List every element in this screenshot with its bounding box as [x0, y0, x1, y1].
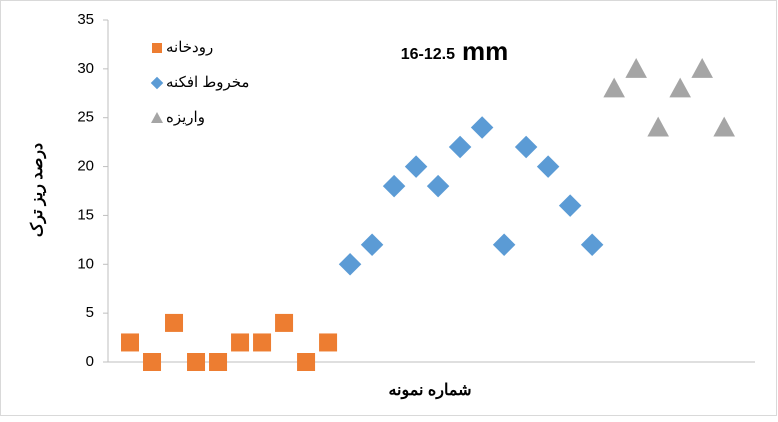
marker	[426, 174, 450, 198]
marker	[231, 333, 250, 352]
marker	[360, 233, 384, 256]
y-tick-label: 20	[77, 158, 94, 175]
marker	[275, 313, 294, 332]
y-tick-label: 35	[77, 11, 94, 28]
marker	[143, 353, 162, 371]
legend-label: واریزه	[166, 109, 205, 126]
marker	[470, 116, 494, 139]
marker	[338, 253, 362, 276]
marker	[603, 77, 625, 98]
marker	[209, 353, 228, 371]
marker	[187, 353, 206, 371]
marker	[691, 58, 713, 78]
y-tick-label: 15	[77, 206, 94, 223]
chart-title-unit: mm	[462, 36, 508, 66]
marker	[669, 77, 691, 98]
x-axis-label: شماره نمونه	[388, 382, 471, 400]
marker	[151, 112, 163, 123]
marker	[165, 313, 184, 332]
marker	[514, 135, 538, 159]
y-tick-label: 30	[77, 60, 94, 77]
marker	[713, 116, 735, 137]
marker	[152, 43, 162, 53]
y-tick-label: 10	[77, 255, 94, 272]
legend-label: مخروط افکنه	[166, 74, 249, 91]
marker	[625, 58, 647, 78]
y-axis-label: درصد ریز ترک	[29, 143, 47, 237]
marker	[404, 155, 428, 178]
marker	[558, 194, 582, 217]
marker	[150, 76, 164, 90]
marker	[580, 233, 604, 256]
y-tick-label: 25	[77, 109, 94, 126]
legend-label: رودخانه	[166, 39, 213, 56]
marker	[121, 333, 140, 352]
marker	[448, 135, 472, 159]
y-tick-label: 0	[86, 353, 94, 370]
marker	[647, 116, 669, 137]
chart-title: 16-12.5	[401, 46, 455, 63]
marker	[492, 233, 516, 256]
marker	[253, 333, 272, 352]
y-tick-label: 5	[86, 304, 94, 321]
marker	[536, 155, 560, 178]
marker	[382, 174, 406, 198]
marker	[297, 353, 316, 371]
marker	[319, 333, 338, 352]
